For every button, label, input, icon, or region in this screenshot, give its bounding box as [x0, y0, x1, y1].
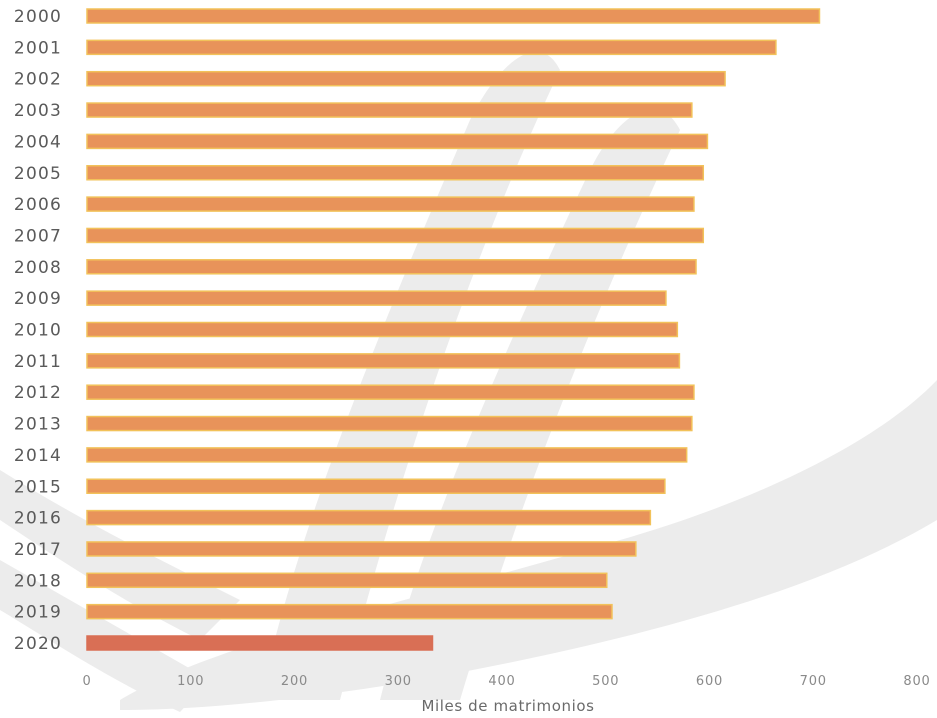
x-tick-label-300: 300	[385, 674, 412, 689]
category-label-2003: 2003	[14, 101, 62, 121]
category-label-2000: 2000	[14, 7, 62, 27]
bar-2010	[86, 321, 679, 338]
category-label-2016: 2016	[14, 509, 62, 529]
bar-2020	[86, 635, 434, 651]
bar-2008	[86, 259, 697, 275]
bar-2018	[86, 572, 608, 589]
bar-2014	[86, 447, 688, 463]
bar-2001	[86, 39, 777, 56]
bar-2004	[86, 133, 709, 150]
bar-2011	[86, 353, 681, 369]
value-axis: 0 100 200 300 400 500 600 700 800	[82, 674, 930, 689]
x-tick-label-0: 0	[82, 674, 91, 689]
category-label-2002: 2002	[14, 70, 62, 90]
bar-2012	[86, 384, 695, 400]
x-tick-label-400: 400	[488, 674, 515, 689]
category-label-2007: 2007	[14, 226, 62, 246]
category-label-2005: 2005	[14, 164, 62, 184]
category-label-2008: 2008	[14, 258, 62, 278]
category-label-2001: 2001	[14, 38, 62, 58]
category-label-2017: 2017	[14, 540, 62, 560]
bar-2015	[86, 478, 666, 494]
category-label-2018: 2018	[14, 571, 62, 591]
category-label-2010: 2010	[14, 321, 62, 341]
category-label-2013: 2013	[14, 415, 62, 435]
bar-2002	[86, 70, 726, 87]
category-label-2009: 2009	[14, 289, 62, 309]
x-tick-label-600: 600	[696, 674, 723, 689]
bar-2007	[86, 227, 705, 244]
x-tick-label-800: 800	[903, 674, 930, 689]
bar-2009	[86, 290, 667, 306]
bar-2019	[86, 603, 613, 620]
category-label-2014: 2014	[14, 446, 62, 466]
category-axis: 2000 2001 2002 2003 2004 2005 2006 2007 2008 2009…	[14, 7, 62, 654]
bar-2013	[86, 415, 693, 432]
category-label-2015: 2015	[14, 477, 62, 497]
x-tick-label-700: 700	[800, 674, 827, 689]
x-tick-label-500: 500	[592, 674, 619, 689]
x-tick-label-200: 200	[281, 674, 308, 689]
category-label-2019: 2019	[14, 603, 62, 623]
x-tick-label-100: 100	[177, 674, 204, 689]
category-label-2011: 2011	[14, 352, 62, 372]
bars-layer	[86, 8, 821, 651]
category-label-2006: 2006	[14, 195, 62, 215]
bar-2003	[86, 102, 693, 118]
category-label-2012: 2012	[14, 383, 62, 403]
category-label-2004: 2004	[14, 132, 62, 152]
category-label-2020: 2020	[14, 634, 62, 654]
bar-2000	[86, 8, 821, 24]
bar-2005	[86, 165, 705, 181]
bar-2017	[86, 541, 637, 557]
bar-2006	[86, 196, 695, 212]
bar-2016	[86, 509, 652, 526]
x-axis-title: Miles de matrimonios	[421, 697, 594, 715]
